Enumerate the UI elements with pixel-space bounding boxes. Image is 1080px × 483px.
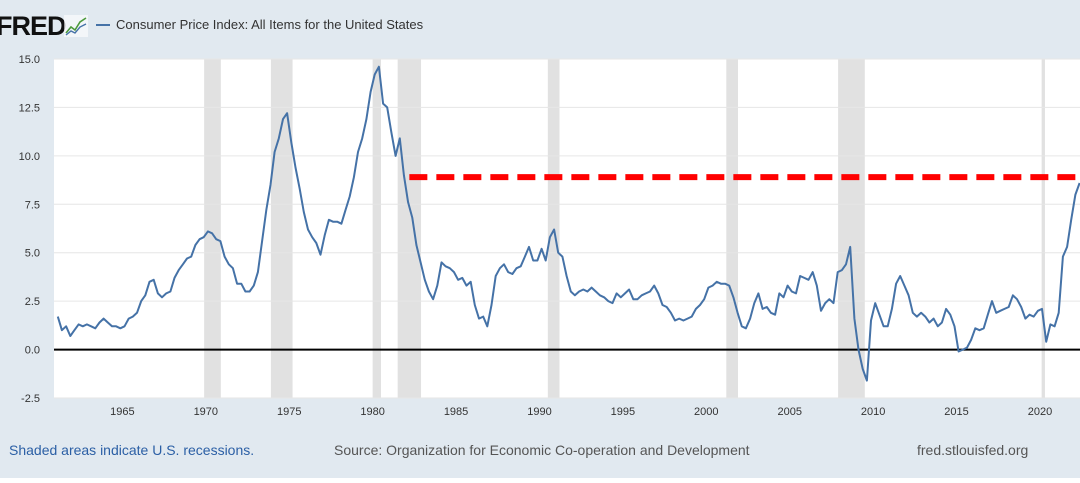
y-tick-label: -2.5	[21, 393, 40, 405]
x-tick-label: 1980	[360, 406, 384, 418]
y-tick-label: 12.5	[19, 102, 40, 114]
recession-band	[1041, 59, 1045, 398]
y-tick-label: 2.5	[25, 296, 40, 308]
x-tick-label: 1970	[194, 406, 218, 418]
x-tick-label: 2010	[861, 406, 885, 418]
fred-logo[interactable]: FRED	[0, 11, 66, 41]
x-tick-label: 2015	[944, 406, 968, 418]
source-text: Source: Organization for Economic Co-ope…	[334, 442, 750, 458]
y-tick-label: 15.0	[19, 54, 40, 66]
x-tick-label: 1990	[527, 406, 551, 418]
x-tick-label: 1965	[110, 406, 134, 418]
line-chart-icon	[64, 15, 88, 37]
y-tick-label: 5.0	[25, 248, 40, 260]
y-tick-label: 0.0	[25, 345, 40, 357]
x-tick-label: 2000	[694, 406, 718, 418]
recession-band	[270, 59, 293, 398]
x-tick-label: 2020	[1028, 406, 1052, 418]
line-chart: 15.0 12.5 10.0 7.5 5.0 2.5 0.0 -2.5 1965 1970 1975…	[19, 54, 1080, 418]
x-tick-label: 2005	[777, 406, 801, 418]
recession-band	[726, 59, 738, 398]
chart-legend: Consumer Price Index: All Items for the …	[96, 17, 423, 32]
x-tick-label: 1975	[277, 406, 301, 418]
recession-band	[204, 59, 221, 398]
recession-band	[372, 59, 381, 398]
recession-band	[547, 59, 560, 398]
recession-band	[397, 59, 422, 398]
x-tick-label: 1995	[611, 406, 635, 418]
cpi-series-line	[56, 65, 1080, 382]
legend-swatch	[96, 23, 110, 26]
y-tick-label: 10.0	[19, 151, 40, 163]
recession-note-link[interactable]: Shaded areas indicate U.S. recessions.	[9, 442, 255, 458]
legend-label: Consumer Price Index: All Items for the …	[116, 17, 424, 32]
x-tick-label: 1985	[444, 406, 468, 418]
y-tick-label: 7.5	[25, 199, 40, 211]
recession-band	[838, 59, 865, 398]
site-link[interactable]: fred.stlouisfed.org	[917, 442, 1029, 458]
plot-area	[54, 59, 1080, 398]
